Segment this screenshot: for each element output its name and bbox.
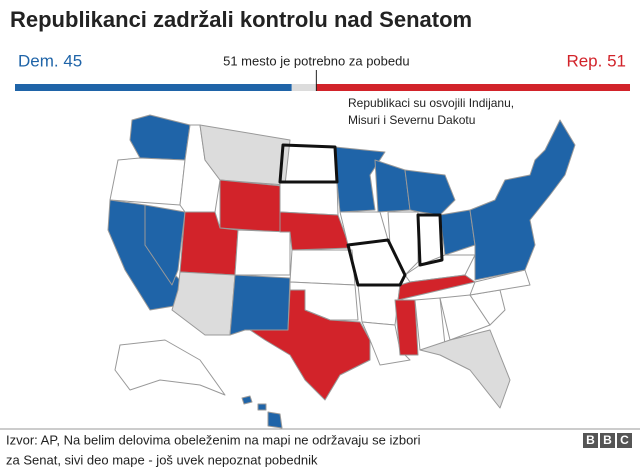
logo-letter: B [603,433,612,447]
bbc-logo: B B C [583,433,632,448]
logo-letter: C [620,433,629,447]
dem-label: Dem. 45 [18,51,82,70]
logo-letter: B [586,433,595,447]
footer-note: za Senat, sivi deo mape - još uvek nepoz… [6,452,318,467]
title: Republikanci zadržali kontrolu nad Senat… [10,7,472,32]
footer-note: Izvor: AP, Na belim delovima obeleženim … [6,432,421,447]
rep-label: Rep. 51 [566,51,626,70]
seat-segment [15,84,292,91]
annotation: Misuri i Severnu Dakotu [348,113,475,127]
us-map [107,114,576,429]
seat-segment [316,84,630,91]
seat-segment [291,84,317,91]
annotation: Republikaci su osvojili Indijanu, [348,96,514,110]
majority-label: 51 mesto je potrebno za pobedu [223,53,409,68]
